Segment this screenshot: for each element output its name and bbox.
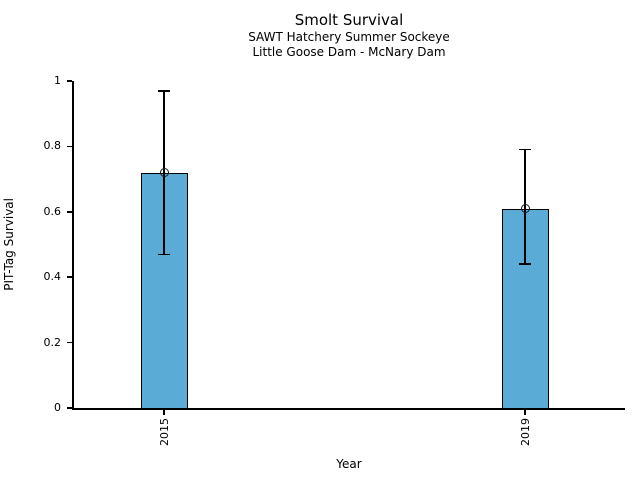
- y-tick: [67, 145, 72, 148]
- y-tick-label: 0: [54, 401, 61, 414]
- y-axis-line: [72, 81, 74, 408]
- x-tick: [524, 408, 526, 415]
- error-cap-bottom: [158, 253, 170, 256]
- x-axis-label: Year: [336, 457, 362, 471]
- y-tick-label: 0.4: [43, 270, 62, 284]
- y-tick: [67, 211, 72, 213]
- y-axis-label-wrap: PIT-Tag Survival: [2, 81, 16, 408]
- x-tick-label-wrap: 2015: [156, 418, 172, 446]
- x-tick-label-wrap: 2019: [517, 418, 533, 446]
- y-tick: [67, 80, 72, 82]
- y-tick-label: 1: [54, 74, 61, 87]
- error-cap-top: [519, 148, 531, 151]
- y-tick: [67, 276, 72, 278]
- point-marker: [520, 204, 530, 214]
- chart-subtitle-line2: Little Goose Dam - McNary Dam: [252, 45, 446, 59]
- y-tick-label: 0.8: [43, 139, 62, 153]
- chart-title: Smolt Survival: [294, 11, 404, 29]
- y-tick: [67, 407, 72, 409]
- x-tick: [163, 408, 165, 415]
- x-tick-label: 2019: [518, 418, 532, 446]
- chart-subtitle-line1: SAWT Hatchery Summer Sockeye: [248, 30, 450, 44]
- y-tick-label: 0.2: [43, 335, 62, 349]
- y-tick-label: 0.6: [43, 204, 62, 218]
- point-marker: [159, 168, 169, 178]
- x-axis-line: [72, 408, 625, 410]
- y-tick: [67, 341, 72, 344]
- error-cap-top: [158, 90, 170, 92]
- error-cap-bottom: [519, 263, 531, 265]
- x-tick-label: 2015: [157, 418, 171, 446]
